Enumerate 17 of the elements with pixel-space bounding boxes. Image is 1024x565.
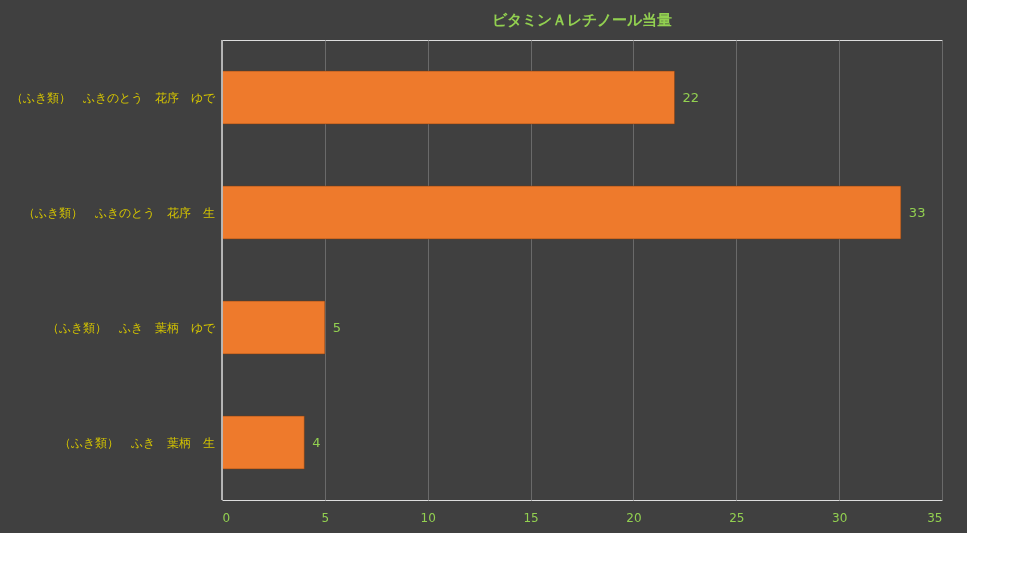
data-label: 5 bbox=[332, 319, 342, 335]
data-label: 22 bbox=[682, 89, 700, 105]
y-tick-label: （ふき類） ふき 葉柄 ゆで bbox=[46, 320, 216, 335]
x-tick-label: 0 bbox=[222, 510, 231, 525]
x-tick-label: 5 bbox=[321, 510, 330, 525]
x-tick-label: 20 bbox=[626, 510, 642, 525]
y-tick-label: （ふき類） ふきのとう 花序 生 bbox=[22, 205, 215, 220]
y-tick-label: （ふき類） ふき 葉柄 生 bbox=[58, 435, 215, 450]
x-tick-label: 15 bbox=[523, 510, 539, 525]
x-tick-label: 10 bbox=[420, 510, 436, 525]
chart-title: ビタミンＡレチノール当量 bbox=[492, 10, 672, 29]
x-tick-label: 30 bbox=[832, 510, 848, 525]
x-tick-label: 25 bbox=[729, 510, 745, 525]
data-label: 33 bbox=[908, 204, 926, 220]
x-tick-label: 35 bbox=[927, 510, 943, 525]
y-tick-label: （ふき類） ふきのとう 花序 ゆで bbox=[10, 90, 216, 105]
data-label: 4 bbox=[312, 434, 321, 450]
